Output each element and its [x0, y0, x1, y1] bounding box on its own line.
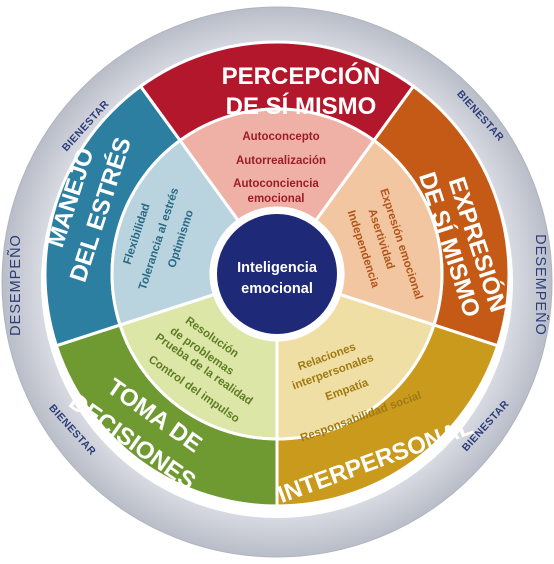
segment-inner-interpersonal: [275, 292, 436, 441]
perception-item-3: Autoconciencia: [233, 178, 319, 190]
perception-item-4: emocional: [248, 193, 305, 205]
center-label-line1: Inteligencia: [237, 260, 318, 276]
segment-inner-perception: [177, 107, 377, 223]
perception-title-line1: PERCEPCIÓN: [222, 62, 381, 90]
segment-inner-decisions: [118, 292, 279, 441]
perception-title-line2: DE SÍ MISMO: [226, 92, 377, 120]
segment-inner-stress: [110, 138, 241, 327]
segment-inner-expression: [313, 138, 444, 327]
center-label-line2: emocional: [241, 281, 313, 297]
perception-item-1: Autoconcepto: [242, 131, 319, 143]
outer-label-right: DESEMPEÑO: [532, 234, 549, 336]
outer-label-left: DESEMPEÑO: [7, 234, 24, 336]
perception-item-2: Autorrealización: [236, 155, 326, 167]
center-circle: [213, 210, 341, 338]
segments-group: [43, 40, 511, 508]
